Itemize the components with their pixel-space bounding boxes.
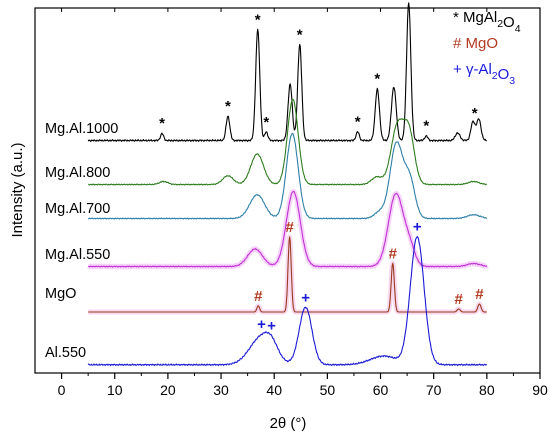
phase-marker: * [423,118,429,135]
x-tick-label: 30 [213,382,229,398]
phase-marker: * [297,26,303,43]
phase-marker: + [267,318,276,335]
series-line-mg-al-550 [87,190,488,268]
phase-marker: # [475,286,484,303]
legend-entry: + γ-Al2O3 [453,61,515,87]
phase-marker: * [263,114,269,131]
phase-marker: # [454,291,463,308]
sample-label: Mg.Al.800 [45,165,110,181]
x-tick-label: 50 [320,382,336,398]
phase-marker: * [159,115,165,132]
x-tick-label: 90 [532,382,548,398]
phase-marker: # [285,219,294,236]
diffraction-patterns [86,2,489,367]
x-tick-label: 0 [58,382,66,398]
phase-marker: * [472,105,478,122]
sample-label: MgO [45,286,76,302]
phase-marker: * [355,114,361,131]
phase-marker: # [254,288,263,305]
sample-label: Mg.Al.550 [45,247,110,263]
series-line-mg-al-1000 [87,2,488,143]
x-tick-label: 20 [160,382,176,398]
y-axis-title: Intensity (a.u.) [9,142,26,237]
plot-frame [34,7,541,374]
legend-entry: * MgAl2O4 [453,9,521,35]
x-axis-ticks: 0 10 20 30 40 50 60 70 80 90 [58,8,548,398]
series-line-mgo [88,236,487,313]
x-tick-label: 10 [107,382,123,398]
phase-marker: # [389,245,398,262]
plot-border [34,7,541,374]
phase-marker: * [225,98,231,115]
phase-marker: + [257,316,266,333]
x-tick-label: 70 [426,382,442,398]
x-tick-label: 80 [479,382,495,398]
phase-marker: * [406,0,412,2]
series-line-al-550 [87,235,487,367]
phase-marker: * [374,70,380,87]
phase-markers: **********#####++++ [159,0,484,335]
x-axis-title: 2θ (°) [270,415,307,432]
legend-entry: # MgO [453,35,498,52]
phase-marker: + [413,218,422,235]
x-tick-label: 40 [266,382,282,398]
sample-label: Mg.Al.700 [45,201,110,217]
x-tick-label: 60 [373,382,389,398]
sample-labels: Mg.Al.1000 Mg.Al.800 Mg.Al.700 Mg.Al.550 MgO… [45,121,118,361]
series-line-mg-al-800 [88,99,488,186]
sample-label: Mg.Al.1000 [45,121,118,137]
phase-marker: + [301,289,310,306]
sample-label: Al.550 [45,345,86,361]
phase-marker: * [255,11,261,28]
series-line-mg-al-700 [87,132,488,220]
legend: * MgAl2O4# MgO + γ-Al2O3 [453,9,521,87]
